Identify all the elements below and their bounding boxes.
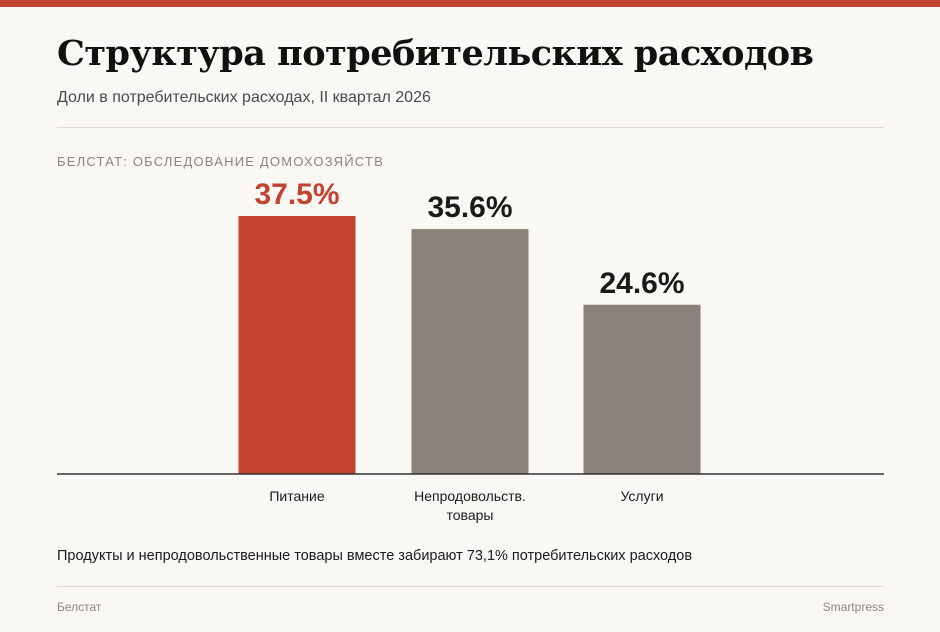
category-label-2-line-2: товары: [447, 507, 494, 523]
category-label-2-line-1: Непродовольств.: [414, 488, 526, 504]
value-label-2: 35.6%: [427, 191, 512, 224]
bar-2: [411, 229, 529, 474]
value-label-1: 37.5%: [254, 178, 339, 211]
top-accent-bar: [0, 0, 940, 7]
chart-note: Продукты и непродовольственные товары вм…: [57, 548, 693, 564]
footer-source: Белстат: [57, 600, 102, 614]
category-label-1: Питание: [269, 488, 324, 504]
header-divider: [57, 127, 884, 128]
bar-1: [238, 216, 356, 474]
chart-subtitle: Доли в потребительских расходах, II квар…: [57, 89, 431, 106]
footer-publisher: Smartpress: [822, 600, 884, 614]
value-label-3: 24.6%: [599, 267, 684, 300]
footer-divider: [57, 586, 884, 587]
chart-title: Структура потребительских расходов: [57, 33, 814, 74]
source-label: БЕЛСТАТ: ОБСЛЕДОВАНИЕ ДОМОХОЗЯЙСТВ: [57, 154, 384, 169]
bar-3: [583, 304, 701, 474]
category-label-3: Услуги: [620, 488, 663, 504]
